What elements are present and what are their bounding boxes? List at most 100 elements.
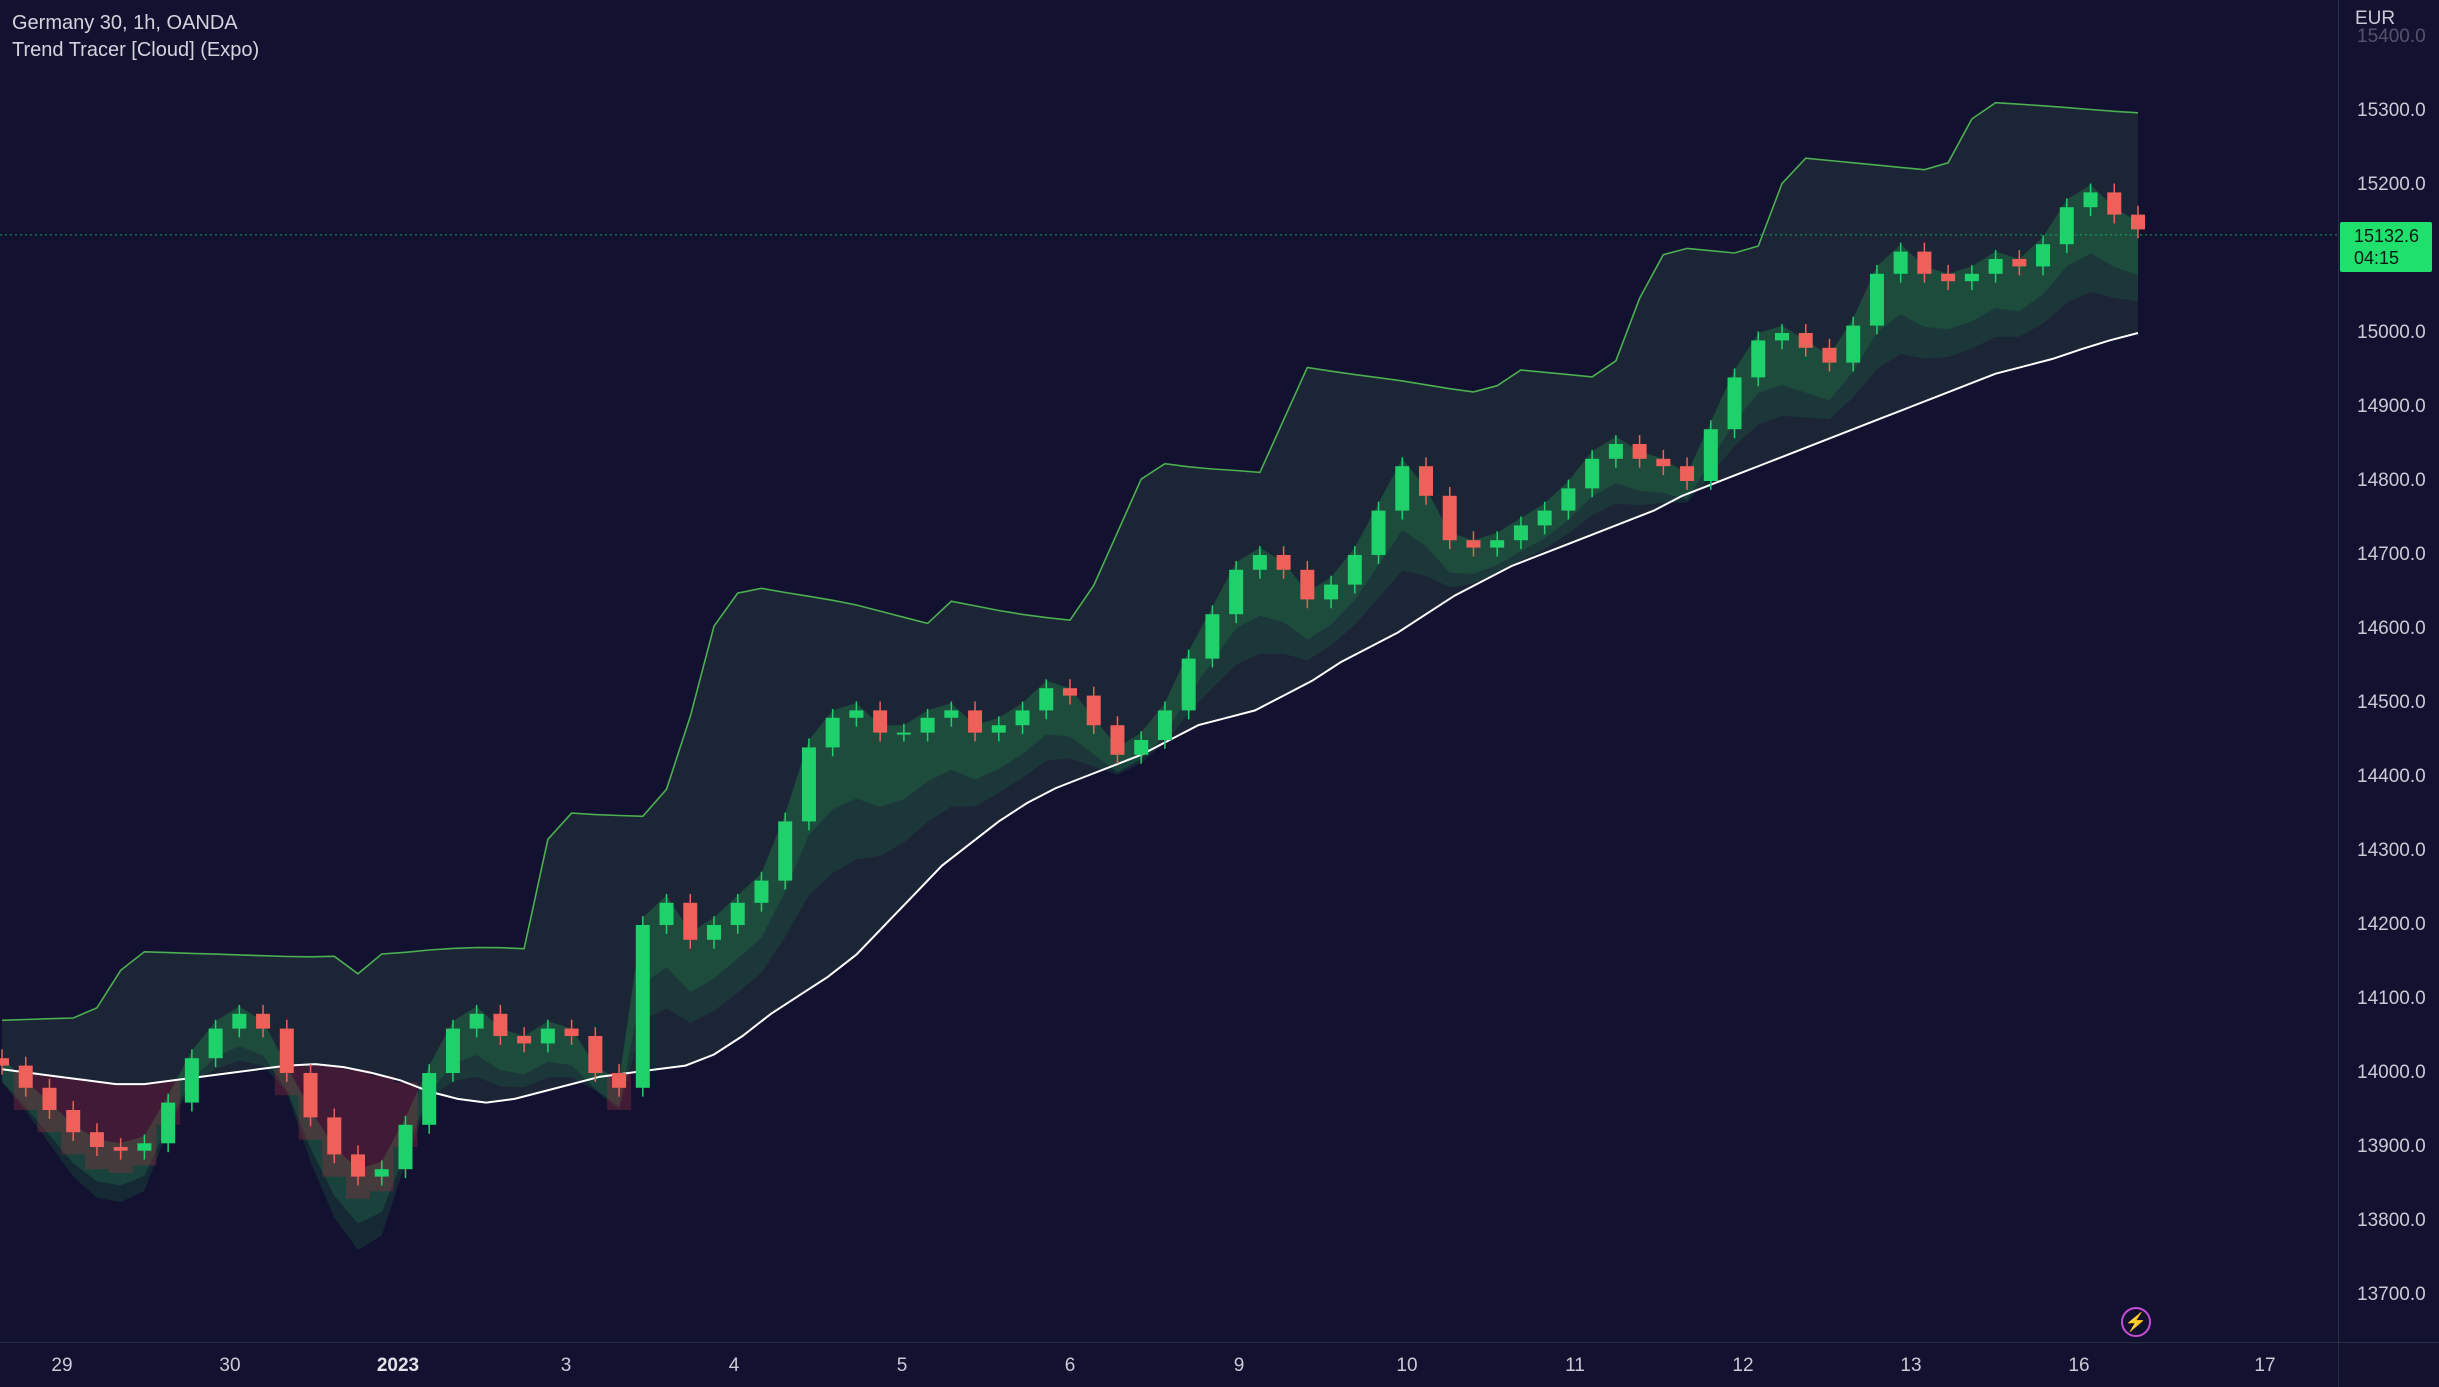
candle-body	[1181, 658, 1196, 711]
candle-body	[825, 717, 840, 748]
candle-body	[2059, 207, 2074, 245]
candle-body	[1656, 458, 1671, 467]
candle-body	[422, 1073, 437, 1125]
candle-body	[707, 925, 721, 940]
candle-body	[1466, 540, 1481, 548]
candle-body	[612, 1073, 627, 1088]
candle-body	[2036, 244, 2051, 267]
candle-body	[1063, 688, 1077, 696]
price-tick: 14300.0	[2357, 840, 2426, 861]
bar-countdown: 04:15	[2354, 248, 2400, 268]
symbol-title[interactable]: Germany 30, 1h, OANDA	[12, 12, 238, 34]
candle-body	[18, 1065, 33, 1088]
candle-body	[1086, 695, 1101, 726]
time-axis[interactable]: 29 30 2023 3 4 5 6 9 10 11 12 13 16 17	[0, 1342, 2338, 1387]
candle-body	[1893, 251, 1908, 274]
candle-body	[398, 1124, 413, 1170]
candle-body	[564, 1028, 579, 1036]
time-tick: 30	[219, 1355, 241, 1376]
candle-body	[0, 1058, 9, 1066]
candle-body	[1513, 525, 1528, 541]
time-tick: 29	[51, 1355, 73, 1376]
price-tick: 13900.0	[2357, 1136, 2426, 1157]
candle-body	[1703, 429, 1718, 481]
price-tick: 14800.0	[2357, 470, 2426, 491]
time-tick: 11	[1565, 1355, 1585, 1376]
price-tick: 13800.0	[2357, 1210, 2426, 1231]
candle-body	[801, 747, 816, 822]
candle-body	[1229, 569, 1244, 615]
candle-body	[1157, 710, 1172, 740]
candle-body	[303, 1073, 318, 1118]
candle-body	[161, 1102, 176, 1144]
current-price-badge: 15132.6 04:15	[2340, 222, 2432, 272]
indicator-title[interactable]: Trend Tracer [Cloud] (Expo)	[12, 39, 260, 61]
candle-body	[659, 902, 674, 925]
candle-body	[351, 1154, 365, 1177]
candle-body	[540, 1028, 555, 1044]
price-tick: 15300.0	[2357, 100, 2426, 121]
candle-body	[2083, 192, 2098, 208]
time-tick: 4	[728, 1355, 740, 1376]
time-tick: 3	[560, 1355, 572, 1376]
candle-body	[730, 902, 745, 925]
candle-body	[1419, 466, 1433, 496]
candle-body	[517, 1036, 532, 1044]
candle-body	[1964, 273, 1979, 282]
time-tick: 13	[1900, 1355, 1922, 1376]
candle-body	[683, 902, 698, 940]
candle-body	[1941, 273, 1956, 282]
candle-body	[873, 710, 888, 733]
candle-body	[588, 1036, 603, 1073]
candle-body	[1988, 259, 2003, 274]
time-tick: 12	[1732, 1355, 1754, 1376]
candle-body	[1039, 688, 1054, 711]
candle-body	[1680, 466, 1695, 481]
price-tick: 14900.0	[2357, 396, 2426, 417]
currency-label[interactable]: EUR	[2355, 8, 2396, 29]
candle-body	[208, 1028, 223, 1059]
candle-body	[944, 710, 959, 718]
price-tick: 15200.0	[2357, 174, 2426, 195]
time-tick: 16	[2068, 1355, 2090, 1376]
price-tick: 13700.0	[2357, 1284, 2426, 1305]
price-tick: 15000.0	[2357, 322, 2426, 343]
candle-body	[1869, 273, 1884, 326]
candle-body	[1608, 444, 1623, 459]
candle-body	[445, 1028, 460, 1073]
candle-body	[1276, 555, 1291, 570]
chart-pane[interactable]: Germany 30, 1h, OANDA Trend Tracer [Clou…	[0, 0, 2338, 1342]
candle-body	[1751, 340, 1766, 378]
candle-body	[1632, 444, 1647, 459]
candle-body	[1846, 325, 1861, 363]
time-tick: 2023	[376, 1355, 420, 1376]
candle-body	[1252, 555, 1267, 570]
candle-body	[184, 1058, 199, 1103]
candle-body	[2107, 192, 2122, 215]
candle-body	[1395, 466, 1410, 511]
candle-body	[89, 1132, 104, 1147]
lightning-bolt-icon[interactable]: ⚡	[2121, 1307, 2151, 1337]
candle-body	[896, 732, 911, 735]
candle-body	[2131, 214, 2145, 230]
candle-body	[1134, 740, 1149, 755]
candle-body	[1110, 725, 1125, 755]
price-tick: 14700.0	[2357, 544, 2426, 565]
price-tick: 15400.0	[2357, 26, 2426, 47]
candle-body	[469, 1013, 484, 1029]
price-chart[interactable]	[0, 0, 2338, 1342]
trend-baseline	[1, 332, 2139, 1104]
candle-body	[1727, 377, 1742, 430]
candle-body	[327, 1117, 342, 1155]
time-tick: 10	[1396, 1355, 1418, 1376]
candle-body	[256, 1013, 271, 1029]
candle-body	[1798, 333, 1813, 348]
candle-body	[849, 710, 864, 718]
candle-body	[991, 725, 1006, 733]
candle-body	[113, 1147, 128, 1151]
candle-body	[1205, 614, 1220, 659]
candle-body	[1324, 584, 1339, 600]
candle-body	[493, 1013, 508, 1036]
current-price: 15132.6	[2354, 226, 2420, 246]
price-axis[interactable]: EUR 15400.015300.015200.015100.015000.01…	[2338, 0, 2439, 1342]
